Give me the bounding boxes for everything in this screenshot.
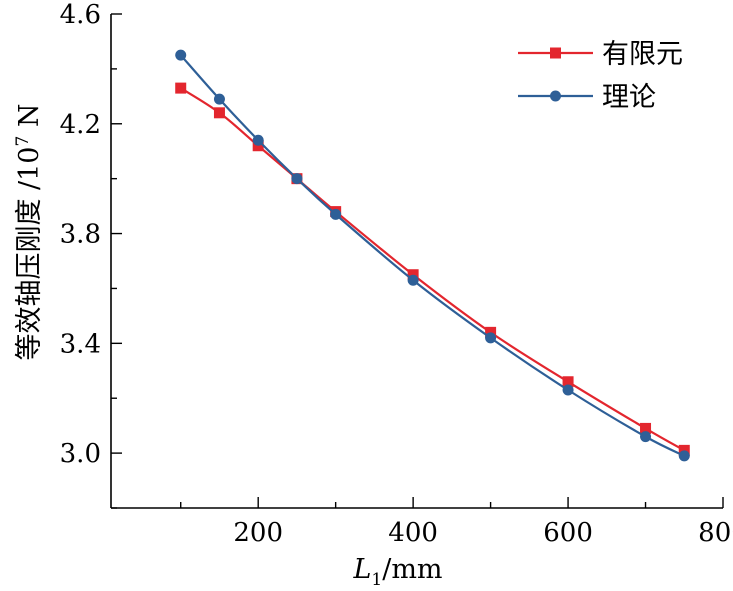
plot-area	[175, 49, 690, 462]
x-tick-label: 800	[698, 518, 733, 548]
x-axis-title: L1/mm	[352, 554, 442, 590]
legend-marker	[550, 90, 561, 102]
series-fem	[175, 82, 690, 456]
y-tick-label: 3.4	[60, 329, 101, 359]
data-point	[175, 49, 187, 61]
data-point	[562, 376, 574, 388]
series-theory	[175, 49, 690, 462]
data-point	[330, 208, 342, 220]
series-line	[180, 87, 685, 452]
legend-item: 有限元	[518, 39, 683, 70]
data-point	[213, 107, 225, 119]
legend-marker	[550, 47, 561, 59]
data-point	[485, 332, 497, 344]
x-tick-label: 600	[543, 518, 593, 548]
data-point	[252, 134, 264, 146]
data-point	[678, 450, 690, 462]
y-tick-label: 4.2	[60, 110, 101, 140]
data-point	[640, 422, 652, 434]
legend-item: 理论	[518, 82, 656, 113]
legend-label: 理论	[602, 82, 656, 113]
y-tick-label: 3.8	[60, 220, 101, 250]
data-point	[562, 384, 574, 396]
y-axis-title: 等效轴压刚度 /107 N	[13, 103, 45, 360]
data-point	[640, 431, 652, 443]
y-tick-label: 4.6	[60, 0, 101, 30]
series-line	[179, 54, 685, 457]
data-point	[407, 274, 419, 286]
ticks: 3.0 3.4 3.8 4.2 4.6 200 400 600 800	[60, 0, 733, 548]
axes	[110, 14, 723, 509]
legend-label: 有限元	[602, 39, 683, 70]
y-tick-label: 3.0	[60, 439, 101, 469]
data-point	[291, 173, 303, 185]
x-tick-label: 400	[388, 518, 438, 548]
data-point	[175, 82, 187, 94]
data-point	[213, 93, 225, 105]
x-tick-label: 200	[233, 518, 283, 548]
